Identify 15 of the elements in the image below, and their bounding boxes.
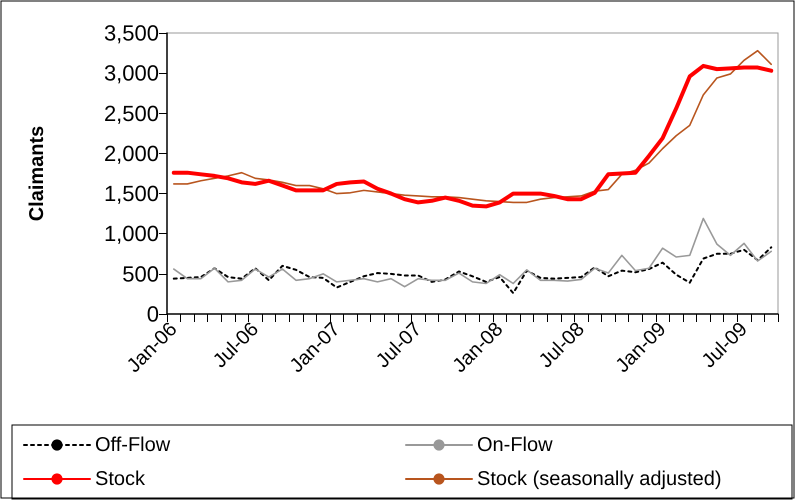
y-tick-label: 500 <box>122 261 159 286</box>
legend-label: Stock <box>95 468 146 490</box>
y-tick-label: 1,500 <box>104 181 159 206</box>
line-series <box>172 246 772 294</box>
legend-label: Off-Flow <box>95 434 171 456</box>
y-tick-label: 2,500 <box>104 100 159 126</box>
y-tick-label: 2,000 <box>104 140 159 166</box>
line-series <box>172 218 772 288</box>
y-tick-label: 3,000 <box>104 60 159 86</box>
legend-label: Stock (seasonally adjusted) <box>477 468 722 490</box>
y-tick-label: 1,000 <box>104 221 159 246</box>
legend-label: On-Flow <box>477 434 554 456</box>
y-axis-title: Claimants <box>26 126 48 222</box>
y-tick-label: 3,500 <box>104 20 159 46</box>
y-tick-label: 0 <box>146 302 159 326</box>
